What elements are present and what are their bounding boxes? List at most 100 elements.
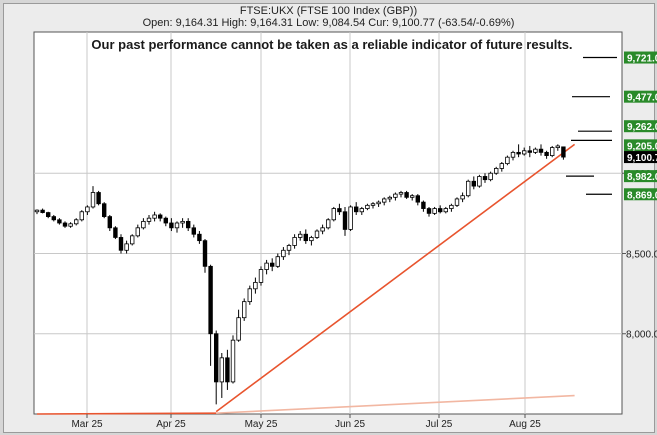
candle-body [510,151,516,158]
price-tag-label: 9,262.0 [627,122,657,133]
candle [426,206,432,217]
candle-body [409,195,415,198]
candle-body [219,357,224,383]
trend-lines [36,143,576,415]
candle-body [85,206,90,213]
candle-body [236,317,241,341]
price-tag: 9,262.0 [624,120,657,133]
candle-body [129,235,135,245]
trend-line [215,143,576,413]
candle [331,206,336,222]
x-tick-label: Mar 25 [71,419,103,430]
candle [309,235,314,246]
price-tag-label: 9,721.0 [627,54,657,65]
candle [460,192,465,203]
price-tag-box [624,51,657,64]
candle-body [561,146,566,158]
candle-body [421,201,426,209]
candle-body [57,219,62,224]
candle [34,209,40,215]
candle-body [533,148,538,153]
candle [421,200,426,212]
candle [505,155,510,166]
price-tag: 9,477.0 [624,90,657,104]
candle [510,150,516,161]
candle [409,194,415,201]
candle-body [499,163,504,169]
candle-body [465,180,471,197]
candle-body [225,357,230,383]
price-tag-box [624,90,657,103]
candle-body [415,195,420,203]
candle [393,192,398,201]
candle-body [342,211,348,230]
candle-body [213,333,219,383]
trend-line [216,394,575,414]
price-tag-box [624,170,657,183]
candle [449,203,454,212]
candle [169,218,174,232]
candle-body [437,208,443,213]
candle-body [454,198,460,206]
candle-body [309,237,314,242]
candle-body [40,209,45,213]
candle-body [51,216,56,221]
candle [96,190,101,206]
candle [157,213,163,222]
candle [85,205,90,215]
candle [241,298,247,321]
candle [381,197,387,206]
x-axis: Mar 25 Apr 25 May 25 Jun 25 Jul 25 Aug 25 [71,414,541,430]
candle-body [522,150,527,155]
price-tag-box [624,151,657,164]
candle-body [449,204,454,209]
candle [90,186,96,209]
candle [342,206,348,236]
candle [325,218,331,230]
candle [230,335,236,384]
candle [107,214,112,232]
candle-body [544,151,549,156]
candle-body [538,148,544,153]
candle-body [482,176,488,181]
candle-body [79,211,84,221]
candle-body [146,217,152,222]
candle [365,203,370,211]
candle-body [426,208,432,214]
candle-body [460,195,465,200]
candle-body [365,204,370,209]
candle-body [488,172,493,181]
price-tag-label: 9,205.0 [627,141,657,152]
candle [561,146,566,160]
candle [185,218,191,232]
candle [493,166,499,175]
candle [191,224,196,238]
candle [398,190,404,198]
candle [74,218,79,226]
candle-body [477,176,482,187]
candle [225,349,230,390]
candle-body [247,288,252,303]
candle [454,197,460,207]
candle-body [141,220,146,229]
candle [527,145,532,158]
candle [113,226,118,240]
candle-body [370,203,376,206]
candle-body [292,237,297,246]
candle [555,144,560,151]
candle [359,206,364,215]
candle [197,231,202,244]
candle-body [185,220,191,229]
candle [533,147,538,154]
candle-body [331,208,336,221]
candle [303,229,308,244]
candle-body [258,269,264,283]
candle [538,144,544,156]
candle [146,214,152,225]
candle [443,206,448,214]
candle [163,216,168,227]
candle-body [381,198,387,203]
candle [297,231,303,241]
candle [247,285,252,305]
candle [269,258,275,272]
